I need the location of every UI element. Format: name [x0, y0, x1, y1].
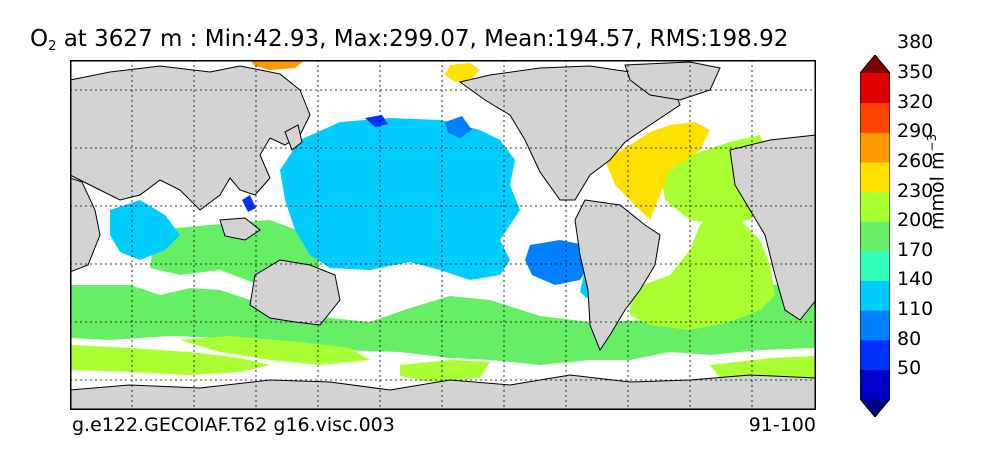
- colorbar-tick-label: 380: [897, 31, 934, 54]
- colorbar-cell: [860, 73, 890, 104]
- arctic-orange: [250, 60, 305, 70]
- antarctic-yellowgreen-band-3: [400, 360, 490, 382]
- map-border: [70, 60, 816, 410]
- land-greenland: [624, 61, 721, 101]
- colorbar-tick-label: 290: [897, 120, 934, 143]
- labrador-yellow: [445, 63, 480, 82]
- colorbar-cell: [860, 102, 890, 133]
- antarctic-yellowgreen-band: [70, 345, 270, 375]
- colorbar-cell: [860, 191, 890, 222]
- south-atlantic-yellowgreen: [630, 210, 775, 330]
- colorbar-extend-max: [860, 55, 890, 73]
- s-pacific-blue: [525, 240, 590, 285]
- nw-pacific-blue: [365, 115, 388, 127]
- colorbar-cell: [860, 132, 890, 163]
- antarctic-yellowgreen-band-4: [710, 356, 816, 380]
- colorbar-units: mmol m−3: [925, 134, 948, 230]
- colorbar-tick-label: 260: [897, 149, 934, 172]
- title-stats: at 3627 m : Min:42.93, Max:299.07, Mean:…: [56, 26, 789, 52]
- land-indonesia: [219, 217, 261, 241]
- land-eurasia: [70, 65, 311, 211]
- land-australia: [249, 259, 341, 326]
- title-variable: O: [30, 26, 49, 52]
- ocean-map: [70, 60, 816, 410]
- land-south-america: [574, 199, 661, 352]
- land-africa: [70, 177, 101, 273]
- colorbar-cell: [860, 250, 890, 281]
- colorbar-extend-min: [860, 399, 890, 417]
- north-atlantic-yellow: [605, 122, 710, 220]
- colorbar-tick-label: 230: [897, 179, 934, 202]
- colorbar-cell: [860, 369, 890, 400]
- colorbar: [859, 54, 891, 418]
- colorbar-tick-label: 140: [897, 268, 934, 291]
- land-japan: [284, 124, 303, 151]
- colorbar-tick-label: 200: [897, 209, 934, 232]
- bering-blue: [445, 116, 472, 138]
- philippine-blue: [242, 195, 256, 212]
- case-name-label: g.e122.GECOIAF.T62 g16.visc.003: [72, 414, 395, 436]
- units-base: mmol m: [926, 151, 949, 230]
- colorbar-tick-label: 110: [897, 298, 934, 321]
- land: [70, 61, 816, 410]
- colorbar-tick-label: 50: [897, 357, 922, 380]
- pacific-cyan: [280, 118, 520, 280]
- colorbar-tick-label: 170: [897, 238, 934, 261]
- gridlines: [70, 60, 816, 410]
- indian-cyan: [110, 200, 180, 260]
- colorbar-cell: [860, 339, 890, 370]
- land-africa-east: [729, 134, 816, 321]
- plot-title: O2 at 3627 m : Min:42.93, Max:299.07, Me…: [30, 26, 788, 54]
- map-svg: [70, 60, 816, 410]
- colorbar-tick-label: 320: [897, 90, 934, 113]
- units-exponent: −3: [925, 133, 939, 152]
- colorbar-cell: [860, 161, 890, 193]
- colorbar-tick-label: 350: [897, 61, 934, 83]
- colorbar-cell: [860, 221, 890, 252]
- land-north-america: [458, 65, 681, 201]
- colorbar-cell: [860, 280, 890, 311]
- colorbar-tick-label: 80: [897, 327, 922, 350]
- colorbar-cell: [860, 310, 890, 341]
- colorbar-svg: [859, 54, 891, 418]
- years-label: 91-100: [748, 414, 816, 436]
- antarctic-yellowgreen-band-2: [180, 336, 370, 365]
- title-subscript: 2: [48, 39, 57, 54]
